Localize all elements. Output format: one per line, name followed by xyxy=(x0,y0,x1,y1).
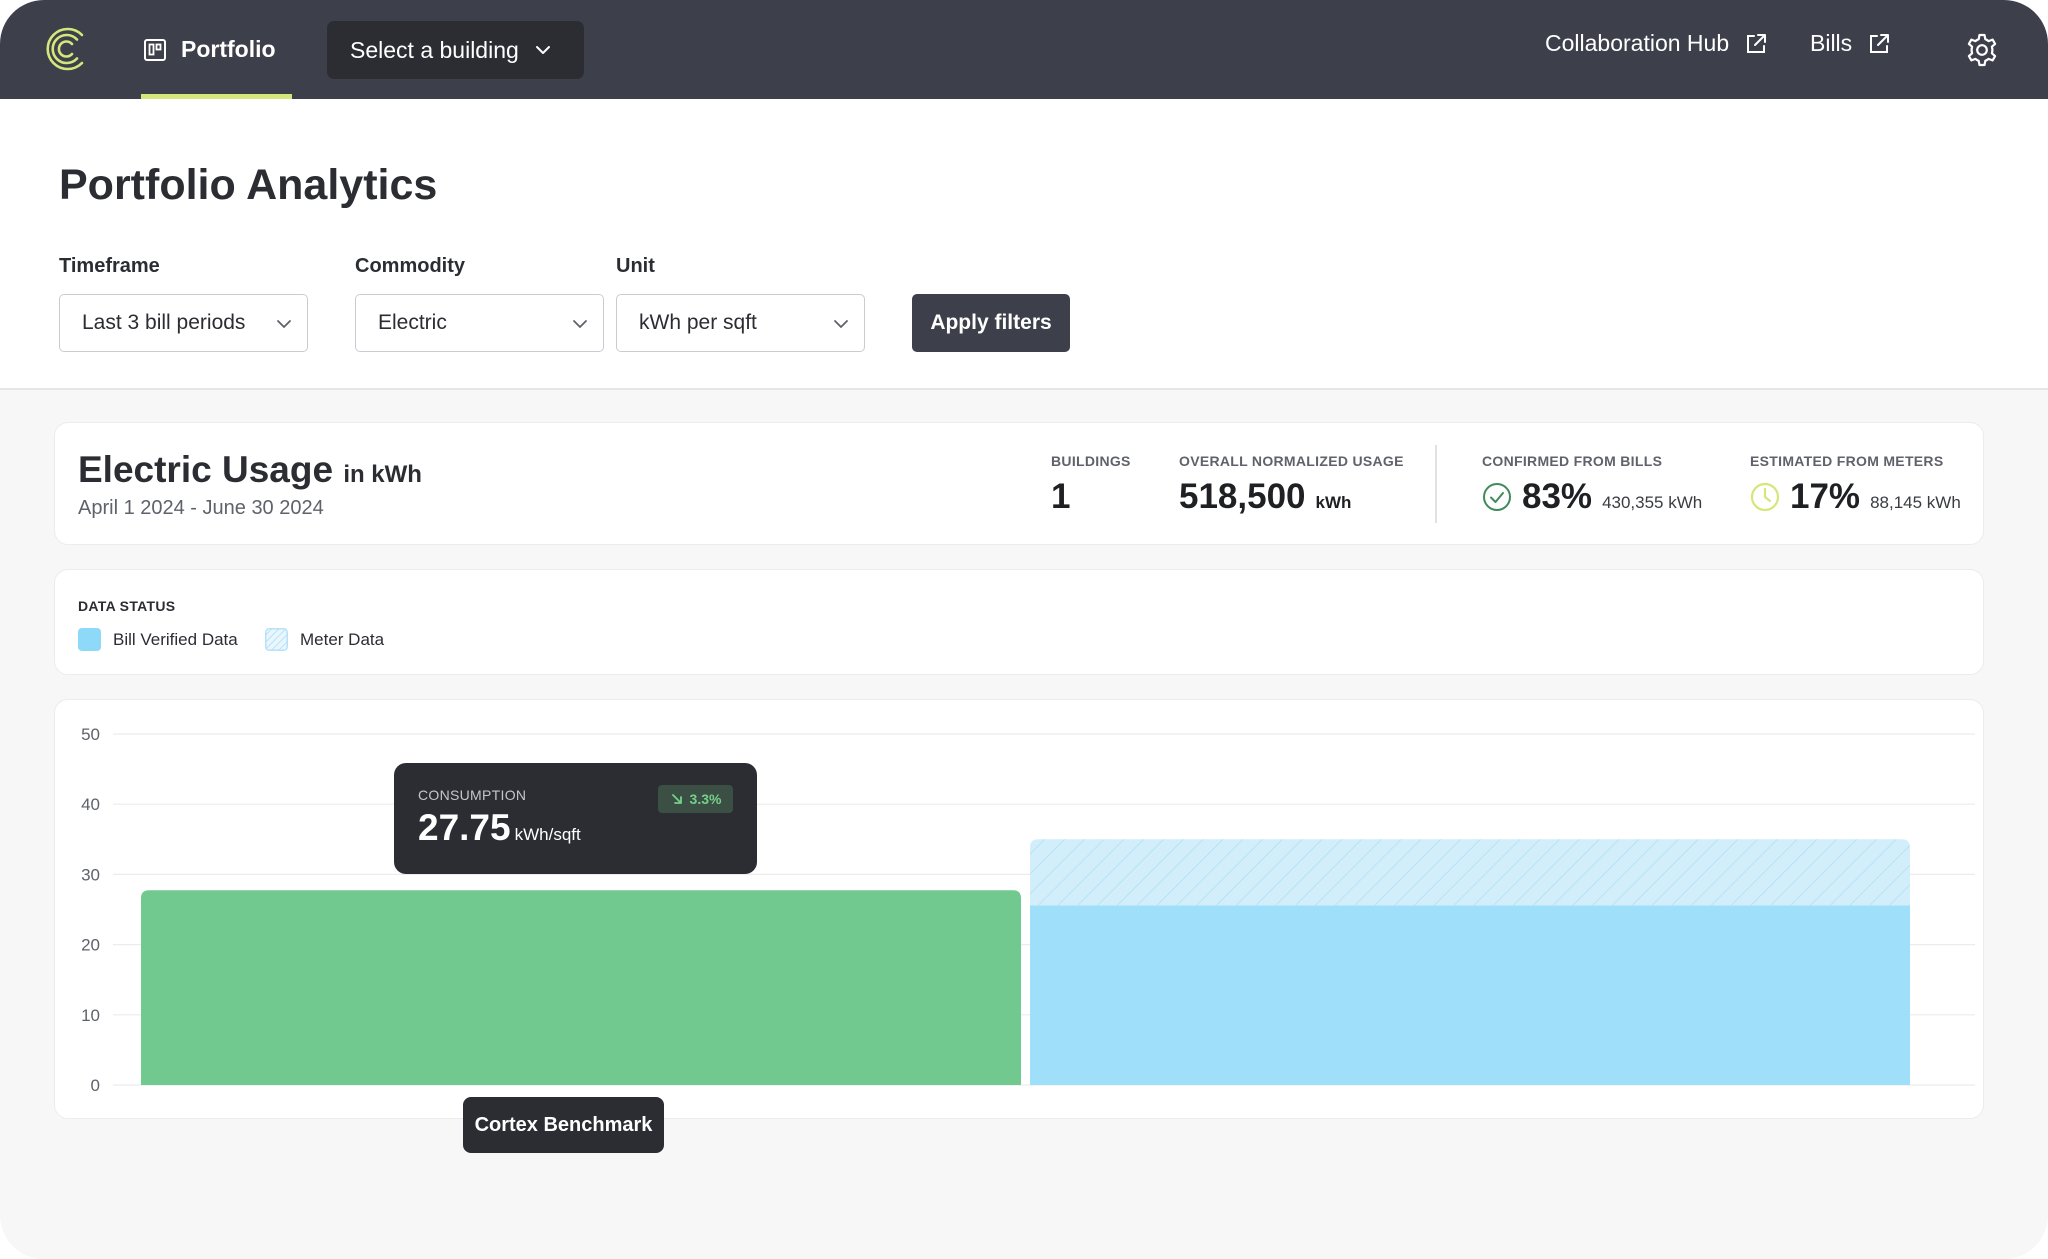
y-tick-label: 0 xyxy=(91,1076,100,1095)
data-status-title: DATA STATUS xyxy=(78,598,176,614)
bills-label: Bills xyxy=(1810,30,1853,56)
confirmed-value: 83% 430,355 kWh xyxy=(1482,477,1702,517)
overall-usage-value: 518,500 kWh xyxy=(1179,477,1351,517)
buildings-count: 1 xyxy=(1051,477,1071,516)
chevron-down-icon xyxy=(277,320,291,328)
tooltip-change-value: 3.3% xyxy=(689,791,722,807)
overall-usage-label: OVERALL NORMALIZED USAGE xyxy=(1179,453,1404,469)
meter-data-bar-segment[interactable] xyxy=(1030,839,1910,906)
timeframe-select[interactable]: Last 3 bill periods xyxy=(59,294,308,352)
check-circle-icon xyxy=(1483,483,1511,511)
timeframe-label: Timeframe xyxy=(59,255,160,277)
building-select-label: Select a building xyxy=(350,36,519,63)
chevron-down-icon xyxy=(573,320,587,328)
overall-usage-unit: kWh xyxy=(1315,493,1352,512)
estimated-label: ESTIMATED FROM METERS xyxy=(1750,453,1944,469)
collaboration-hub-label: Collaboration Hub xyxy=(1545,30,1730,56)
usage-title-unit: in kWh xyxy=(343,461,422,488)
chevron-down-icon xyxy=(535,46,550,54)
confirmed-percent: 83% xyxy=(1522,477,1593,516)
benchmark-bar-label: Cortex Benchmark xyxy=(463,1097,664,1153)
y-tick-label: 10 xyxy=(81,1006,100,1025)
usage-title: Electric Usage in kWh xyxy=(78,449,422,491)
buildings-value: 1 xyxy=(1051,477,1070,517)
external-link-icon xyxy=(1870,33,1890,53)
consumption-tooltip: CONSUMPTION 27.75 kWh/sqft 3.3% xyxy=(394,763,757,874)
top-navbar: Portfolio Select a building Collaboratio… xyxy=(0,0,2048,99)
meter-data-label: Meter Data xyxy=(300,629,385,649)
apply-filters-button[interactable]: Apply filters xyxy=(912,294,1070,352)
y-tick-label: 50 xyxy=(81,725,100,744)
estimated-kwh: 88,145 kWh xyxy=(1870,493,1961,512)
y-tick-label: 20 xyxy=(81,936,100,955)
page-title: Portfolio Analytics xyxy=(59,161,438,209)
y-tick-label: 30 xyxy=(81,865,100,884)
usage-date-range: April 1 2024 - June 30 2024 xyxy=(78,497,324,519)
tooltip-number: 27.75 xyxy=(418,807,511,848)
chevron-down-icon xyxy=(834,320,848,328)
tooltip-label: CONSUMPTION xyxy=(418,787,527,803)
timeframe-value: Last 3 bill periods xyxy=(82,311,246,334)
commodity-value: Electric xyxy=(378,311,447,334)
unit-select[interactable]: kWh per sqft xyxy=(616,294,865,352)
buildings-label: BUILDINGS xyxy=(1051,453,1131,469)
gear-icon[interactable] xyxy=(1964,32,2000,68)
unit-value: kWh per sqft xyxy=(639,311,757,334)
external-link-icon xyxy=(1747,33,1767,53)
nav-tab-portfolio[interactable]: Portfolio xyxy=(141,0,292,99)
bill-verified-swatch xyxy=(78,628,101,651)
commodity-label: Commodity xyxy=(355,255,465,277)
estimated-percent: 17% xyxy=(1790,477,1861,516)
usage-chart-card: 0 10 20 30 40 50 xyxy=(54,699,1984,1119)
collaboration-hub-link[interactable]: Collaboration Hub xyxy=(1545,30,1769,57)
portfolio-icon xyxy=(144,38,166,61)
tooltip-value: 27.75 kWh/sqft xyxy=(418,807,581,849)
data-status-card: DATA STATUS Bill Verified Data Meter Dat… xyxy=(54,569,1984,675)
overall-usage-number: 518,500 xyxy=(1179,477,1306,516)
logo-icon[interactable] xyxy=(42,24,92,74)
commodity-select[interactable]: Electric xyxy=(355,294,604,352)
unit-label: Unit xyxy=(616,255,655,277)
bills-link[interactable]: Bills xyxy=(1810,30,1892,57)
confirmed-kwh: 430,355 kWh xyxy=(1602,493,1703,512)
arrow-down-right-icon xyxy=(671,794,682,804)
estimated-value: 17% 88,145 kWh xyxy=(1750,477,1961,517)
nav-tab-portfolio-label: Portfolio xyxy=(181,36,276,62)
usage-title-text: Electric Usage xyxy=(78,449,334,490)
usage-summary-card: Electric Usage in kWh April 1 2024 - Jun… xyxy=(54,422,1984,545)
y-tick-label: 40 xyxy=(81,795,100,814)
usage-bar-chart: 0 10 20 30 40 50 xyxy=(81,725,1975,1095)
bill-verified-label: Bill Verified Data xyxy=(113,629,238,649)
page-header: Portfolio Analytics Timeframe Last 3 bil… xyxy=(0,99,2048,390)
meter-data-swatch xyxy=(265,628,288,651)
benchmark-bar[interactable] xyxy=(141,890,1021,1085)
active-tab-indicator xyxy=(141,94,292,99)
clock-icon xyxy=(1750,482,1780,512)
stats-divider xyxy=(1435,445,1437,523)
building-select-dropdown[interactable]: Select a building xyxy=(327,21,584,79)
legend-meter-data: Meter Data xyxy=(265,628,384,651)
legend-bill-verified: Bill Verified Data xyxy=(78,628,238,651)
tooltip-change-badge: 3.3% xyxy=(658,785,733,813)
bill-verified-bar-segment[interactable] xyxy=(1030,905,1910,1085)
confirmed-label: CONFIRMED FROM BILLS xyxy=(1482,453,1663,469)
tooltip-unit: kWh/sqft xyxy=(514,825,581,844)
